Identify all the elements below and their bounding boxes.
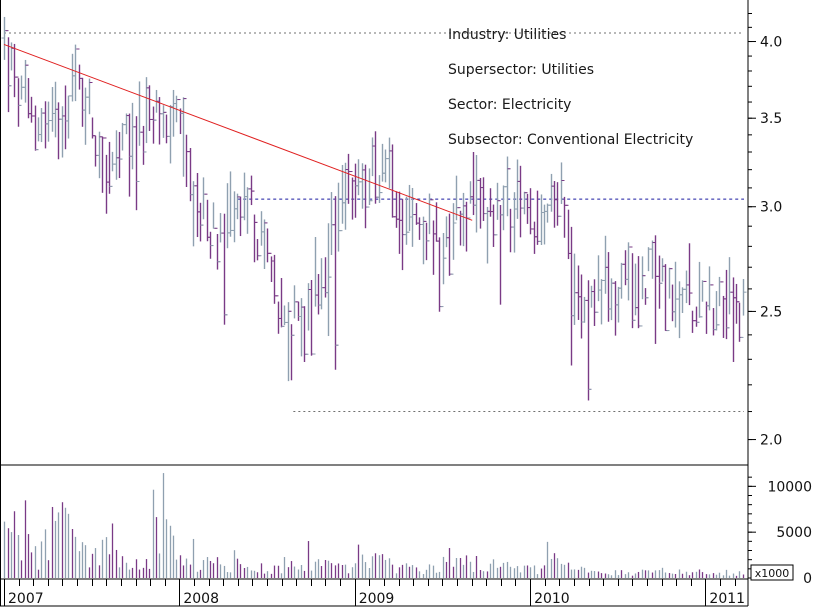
axis-labels: 2.0 2.5 3.0 3.5 4.0 0 5000 10000 x1000 2007 2008 20… xyxy=(4,13,812,607)
year-tick-label: 2009 xyxy=(359,591,395,607)
price-tick-label: 4.0 xyxy=(760,35,782,51)
price-tick-label: 2.5 xyxy=(760,304,782,320)
year-tick-label: 2011 xyxy=(709,591,745,607)
year-tick-label: 2007 xyxy=(8,591,44,607)
sector-label: Sector: Electricity xyxy=(448,97,572,113)
volume-units-label: x1000 xyxy=(755,567,790,580)
industry-label: Industry: Utilities xyxy=(448,27,567,43)
trend-annotations xyxy=(3,43,473,221)
supersector-label: Supersector: Utilities xyxy=(448,62,595,78)
price-tick-label: 3.0 xyxy=(760,200,782,216)
volume-units-box xyxy=(750,564,794,581)
price-tick-label: 2.0 xyxy=(760,433,782,449)
price-series xyxy=(1,16,747,401)
price-tick-label: 3.5 xyxy=(760,111,782,127)
volume-tick-label: 0 xyxy=(803,571,812,587)
year-tick-label: 2010 xyxy=(534,591,570,607)
downtrend-line xyxy=(3,43,473,221)
subsector-label: Subsector: Conventional Electricity xyxy=(448,132,694,148)
volume-series xyxy=(3,473,745,578)
year-tick-label: 2008 xyxy=(183,591,219,607)
volume-tick-label: 10000 xyxy=(767,479,812,495)
volume-tick-label: 5000 xyxy=(776,525,812,541)
